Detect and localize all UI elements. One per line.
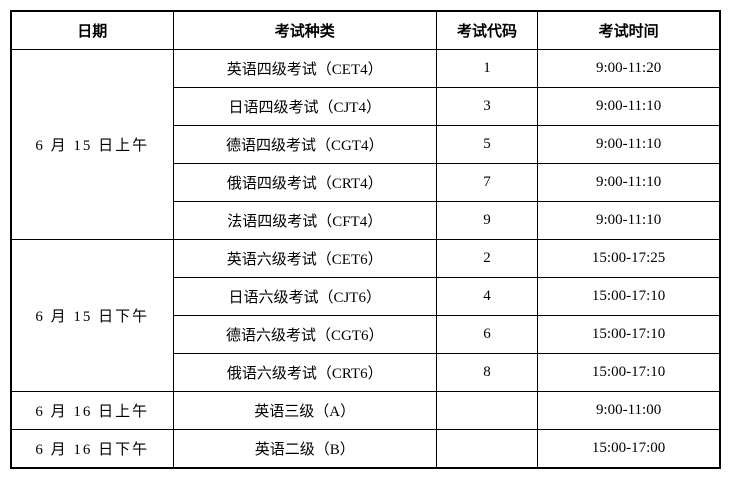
cell-time: 9:00-11:10 <box>538 164 720 202</box>
cell-time: 15:00-17:00 <box>538 430 720 469</box>
table-row: 6 月 15 日下午 英语六级考试（CET6） 2 15:00-17:25 <box>11 240 720 278</box>
cell-code: 7 <box>436 164 537 202</box>
table-row: 6 月 15 日上午 英语四级考试（CET4） 1 9:00-11:20 <box>11 50 720 88</box>
col-header-code: 考试代码 <box>436 11 537 50</box>
cell-type: 俄语四级考试（CRT4） <box>173 164 436 202</box>
col-header-time: 考试时间 <box>538 11 720 50</box>
cell-type: 英语六级考试（CET6） <box>173 240 436 278</box>
cell-type: 英语三级（A） <box>173 392 436 430</box>
cell-type: 法语四级考试（CFT4） <box>173 202 436 240</box>
cell-date: 6 月 16 日上午 <box>11 392 173 430</box>
table-header-row: 日期 考试种类 考试代码 考试时间 <box>11 11 720 50</box>
cell-time: 9:00-11:10 <box>538 202 720 240</box>
col-header-date: 日期 <box>11 11 173 50</box>
cell-code: 1 <box>436 50 537 88</box>
cell-code: 4 <box>436 278 537 316</box>
cell-code: 5 <box>436 126 537 164</box>
cell-time: 9:00-11:00 <box>538 392 720 430</box>
cell-code <box>436 430 537 469</box>
cell-type: 俄语六级考试（CRT6） <box>173 354 436 392</box>
cell-time: 15:00-17:25 <box>538 240 720 278</box>
cell-type: 英语四级考试（CET4） <box>173 50 436 88</box>
col-header-type: 考试种类 <box>173 11 436 50</box>
cell-type: 日语四级考试（CJT4） <box>173 88 436 126</box>
exam-schedule-table: 日期 考试种类 考试代码 考试时间 6 月 15 日上午 英语四级考试（CET4… <box>10 10 721 469</box>
cell-code: 2 <box>436 240 537 278</box>
cell-date: 6 月 16 日下午 <box>11 430 173 469</box>
cell-code: 9 <box>436 202 537 240</box>
table-row: 6 月 16 日下午 英语二级（B） 15:00-17:00 <box>11 430 720 469</box>
cell-code: 8 <box>436 354 537 392</box>
cell-time: 9:00-11:20 <box>538 50 720 88</box>
cell-time: 9:00-11:10 <box>538 126 720 164</box>
cell-time: 15:00-17:10 <box>538 278 720 316</box>
cell-time: 15:00-17:10 <box>538 354 720 392</box>
cell-code <box>436 392 537 430</box>
cell-type: 德语六级考试（CGT6） <box>173 316 436 354</box>
cell-type: 日语六级考试（CJT6） <box>173 278 436 316</box>
cell-type: 德语四级考试（CGT4） <box>173 126 436 164</box>
table-row: 6 月 16 日上午 英语三级（A） 9:00-11:00 <box>11 392 720 430</box>
table-body: 6 月 15 日上午 英语四级考试（CET4） 1 9:00-11:20 日语四… <box>11 50 720 469</box>
cell-time: 15:00-17:10 <box>538 316 720 354</box>
cell-type: 英语二级（B） <box>173 430 436 469</box>
cell-code: 3 <box>436 88 537 126</box>
cell-date: 6 月 15 日上午 <box>11 50 173 240</box>
cell-date: 6 月 15 日下午 <box>11 240 173 392</box>
cell-code: 6 <box>436 316 537 354</box>
cell-time: 9:00-11:10 <box>538 88 720 126</box>
